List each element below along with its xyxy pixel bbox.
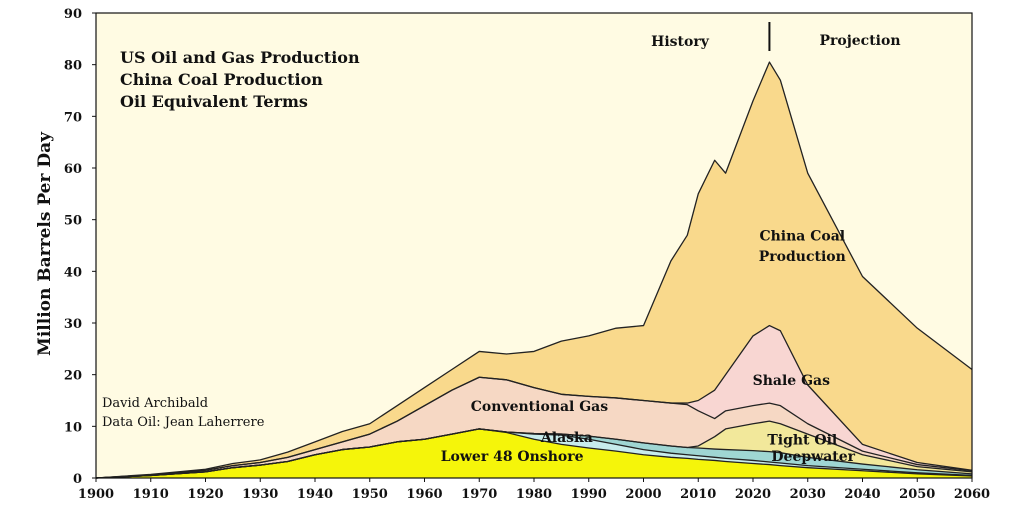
y-tick-label: 90 [64, 7, 82, 22]
x-tick-label: 1930 [242, 487, 278, 502]
area-lower-48-onshore [96, 428, 972, 478]
projection-label: Projection [819, 33, 900, 49]
y-tick-label: 10 [64, 420, 82, 435]
credit-data-source: Data Oil: Jean Laherrere [102, 415, 265, 430]
x-tick-label: 1990 [571, 487, 607, 502]
y-tick-label: 20 [64, 369, 82, 384]
chart-title-line-3: Oil Equivalent Terms [120, 92, 308, 111]
history-label: History [651, 34, 710, 50]
x-tick-label: 2000 [625, 487, 661, 502]
area-label-conventional-gas: Conventional Gas [471, 399, 608, 415]
area-conventional-gas [96, 377, 972, 478]
x-tick-label: 1910 [133, 487, 169, 502]
area-tight-oil [96, 421, 972, 478]
area-label-china-coal: China Coal [759, 228, 845, 244]
x-tick-label: 2060 [954, 487, 990, 502]
area-shale-gas [96, 325, 972, 478]
x-tick-label: 2040 [844, 487, 880, 502]
x-tick-label: 2020 [735, 487, 771, 502]
x-tick-label: 2050 [899, 487, 935, 502]
series-line-shale-gas [95, 324, 973, 479]
area-china-coal-production [96, 62, 972, 478]
series-line-china-coal-production [95, 61, 973, 479]
area-label-lower-48-onshore: Lower 48 Onshore [441, 449, 584, 465]
area-label-tight-oil: Tight Oil [767, 432, 837, 448]
y-tick-label: 40 [64, 265, 82, 280]
chart-title-line-1: US Oil and Gas Production [120, 48, 360, 67]
area-label-deepwater: Deepwater [771, 449, 855, 465]
credit-author: David Archibald [102, 396, 208, 411]
area-label-production: Production [759, 249, 846, 265]
x-axis-ticks: 1900 1910 1920 1930 1940 1950 1960 1970 1980 1990… [78, 478, 990, 502]
y-axis-ticks: 0 10 20 30 40 50 60 70 80 90 [64, 7, 96, 487]
x-tick-label: 2010 [680, 487, 716, 502]
y-tick-label: 30 [64, 317, 82, 332]
x-tick-label: 1970 [461, 487, 497, 502]
series-line-tight-oil [95, 420, 973, 479]
y-tick-label: 50 [64, 214, 82, 229]
area-label-alaska: Alaska [540, 430, 593, 446]
chart-title-line-2: China Coal Production [120, 70, 323, 89]
y-tick-label: 80 [64, 59, 82, 74]
y-tick-label: 60 [64, 162, 82, 177]
x-tick-label: 1960 [406, 487, 442, 502]
x-tick-label: 1920 [187, 487, 223, 502]
x-tick-label: 1940 [297, 487, 333, 502]
x-tick-label: 1980 [516, 487, 552, 502]
area-label-shale-gas: Shale Gas [753, 373, 830, 389]
y-tick-label: 70 [64, 110, 82, 125]
y-tick-label: 0 [73, 472, 82, 487]
x-tick-label: 2030 [790, 487, 826, 502]
y-axis-label: Million Barrels Per Day [35, 131, 55, 356]
x-tick-label: 1900 [78, 487, 114, 502]
x-tick-label: 1950 [352, 487, 388, 502]
area-layers [95, 61, 973, 479]
